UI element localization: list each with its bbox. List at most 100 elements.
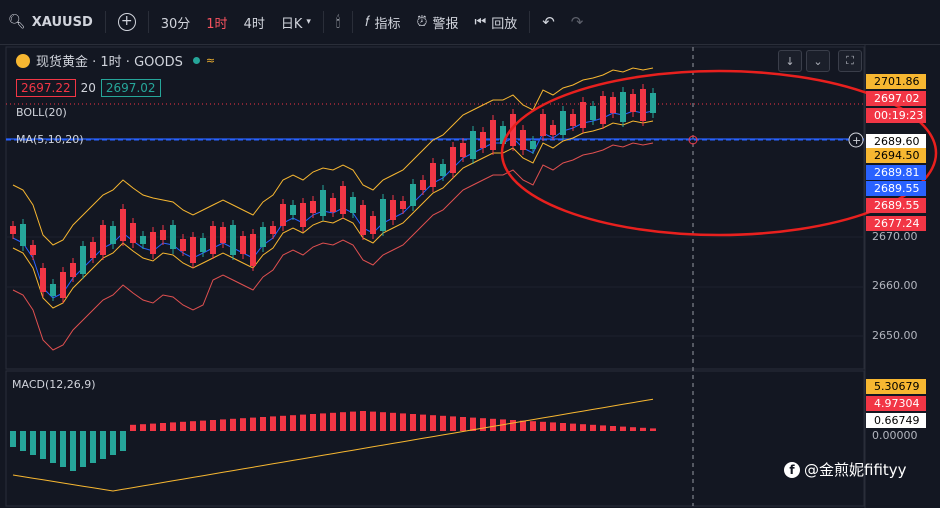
macd-bar [370, 411, 376, 431]
ask-price-button[interactable]: 2697.02 [100, 79, 161, 97]
add-level-icon[interactable] [848, 132, 864, 148]
candle-body [470, 131, 476, 159]
candle-body [410, 184, 416, 206]
candle-body [80, 246, 86, 274]
redo-icon: ↷ [570, 13, 584, 31]
candle-body [400, 201, 406, 209]
candle-body [190, 237, 196, 263]
macd-bar [120, 431, 126, 451]
price-axis-label: 2650.00 [872, 329, 918, 342]
macd-tag: 0.66749 [866, 413, 926, 428]
candle-body [430, 163, 436, 187]
chart-area[interactable]: + 现货黄金 · 1时 · GOODS ≈ 2697.22 20 2697.02… [0, 45, 940, 508]
macd-bar [300, 414, 306, 431]
candle-body [110, 226, 116, 244]
candle-body [650, 93, 656, 113]
replay-button[interactable]: ⏮︎ 回放 [466, 0, 525, 44]
macd-bar [490, 418, 496, 431]
candle-body [10, 226, 16, 234]
macd-bar [110, 431, 116, 455]
candle-body [610, 97, 616, 113]
alerts-label: 警报 [432, 16, 459, 32]
alerts-button[interactable]: ⏰︎ 警报 [409, 0, 467, 44]
candle-body [310, 201, 316, 213]
candle-body [170, 225, 176, 249]
interval-30m[interactable]: 30分 [160, 16, 191, 32]
candle-body [220, 227, 226, 243]
macd-bar [140, 424, 146, 431]
scroll-down-button[interactable]: ↓ [778, 50, 802, 72]
price-tag: 2689.60 [866, 134, 926, 149]
macd-bar [550, 422, 556, 431]
undo-button[interactable]: ↶ [534, 0, 563, 44]
macd-bar [100, 431, 106, 459]
plus-circle-icon: + [117, 13, 136, 31]
annotation-ellipse[interactable] [500, 69, 938, 237]
boll-lower-line [12, 142, 654, 351]
interval-1d-dropdown[interactable]: 日K ▾ [273, 0, 319, 44]
macd-tag: 5.30679 [866, 379, 926, 394]
candle-body [160, 230, 166, 240]
macd-bar [250, 417, 256, 431]
chart-canvas[interactable]: + [0, 45, 940, 508]
symbol-search-button[interactable]: 🔍︎ XAUUSD [0, 0, 101, 44]
indicators-button[interactable]: 𝑓 指标 [357, 0, 408, 44]
candle-body [200, 238, 206, 252]
candle-body [590, 106, 596, 120]
macd-bar [590, 424, 596, 431]
boll-legend[interactable]: BOLL(20) [16, 106, 67, 119]
add-level-plus: + [852, 134, 861, 147]
price-axis-label: 2660.00 [872, 279, 918, 292]
macd-zero-label: 0.00000 [872, 429, 918, 442]
interval-4h[interactable]: 4时 [243, 16, 265, 32]
main-pane[interactable] [5, 46, 865, 370]
candle-body [90, 242, 96, 258]
macd-bar [600, 425, 606, 431]
macd-bar [510, 420, 516, 431]
candle-body [20, 224, 26, 246]
candle-body [150, 232, 156, 254]
chevron-down-icon: ▾ [306, 17, 311, 27]
chart-type-button[interactable]: 🕯︎ [328, 0, 348, 44]
macd-bar [290, 415, 296, 431]
interval-1h[interactable]: 1时 [206, 16, 228, 32]
candle-body [580, 102, 586, 128]
toolbar-separator [529, 11, 531, 33]
macd-bar [540, 421, 546, 431]
price-tag: 2697.02 [866, 91, 926, 106]
macd-bar [560, 423, 566, 431]
macd-bar [570, 423, 576, 431]
candle-body [120, 209, 126, 241]
macd-bar [480, 418, 486, 431]
candle-body [440, 164, 446, 176]
watermark: f @金煎妮fifityy [784, 459, 907, 480]
candlesticks [10, 84, 656, 303]
symbol-label: XAUUSD [31, 14, 93, 30]
macd-histogram [10, 398, 656, 492]
price-axis-label: 2670.00 [872, 230, 918, 243]
ma-legend[interactable]: MA(5,10,20) [16, 133, 84, 146]
macd-bar [380, 412, 386, 431]
macd-bar [220, 419, 226, 431]
boll-upper-line [12, 67, 654, 246]
macd-bar [360, 411, 366, 431]
macd-bar [350, 411, 356, 431]
collapse-pane-button[interactable]: ⌄ [806, 50, 830, 72]
chart-legend: 现货黄金 · 1时 · GOODS ≈ [16, 51, 215, 70]
candle-body [270, 226, 276, 234]
maximize-icon: ⛶ [846, 54, 854, 67]
bid-price-button[interactable]: 2697.22 [16, 79, 76, 97]
redo-button[interactable]: ↷ [563, 0, 592, 44]
macd-bar [50, 431, 56, 463]
maximize-pane-button[interactable]: ⛶ [838, 50, 862, 72]
macd-legend[interactable]: MACD(12,26,9) [12, 378, 96, 391]
add-symbol-button[interactable]: + [110, 0, 144, 44]
macd-pane[interactable] [5, 370, 865, 507]
macd-bar [330, 412, 336, 431]
macd-bar [310, 414, 316, 431]
macd-bar [210, 420, 216, 431]
macd-bar [470, 417, 476, 431]
goods-logo-icon [16, 53, 30, 68]
macd-bar [440, 415, 446, 431]
toolbar-separator [352, 11, 354, 33]
